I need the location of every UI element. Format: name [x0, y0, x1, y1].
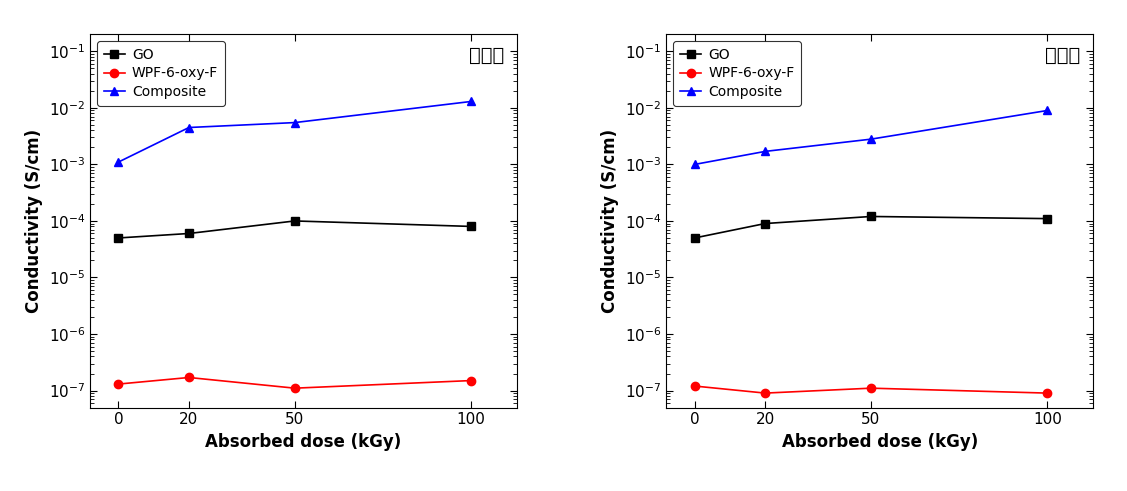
- Composite: [687, 162, 701, 167]
- Composite: [1040, 108, 1054, 113]
- Line: WPF-6-oxy-F: WPF-6-oxy-F: [114, 373, 476, 392]
- WPF-6-oxy-F: [464, 378, 478, 383]
- X-axis label: Absorbed dose (kGy): Absorbed dose (kGy): [205, 433, 401, 451]
- Composite: [289, 120, 302, 126]
- WPF-6-oxy-F: [1040, 390, 1054, 396]
- Composite: [183, 125, 196, 131]
- Composite: [864, 136, 878, 142]
- GO: [112, 235, 125, 241]
- Composite: [464, 99, 478, 105]
- Legend: GO, WPF-6-oxy-F, Composite: GO, WPF-6-oxy-F, Composite: [97, 41, 225, 106]
- WPF-6-oxy-F: [112, 381, 125, 387]
- Y-axis label: Conductivity (S/cm): Conductivity (S/cm): [25, 129, 43, 313]
- Line: WPF-6-oxy-F: WPF-6-oxy-F: [691, 382, 1051, 397]
- GO: [1040, 216, 1054, 221]
- Composite: [112, 159, 125, 165]
- GO: [687, 235, 701, 241]
- GO: [289, 218, 302, 224]
- WPF-6-oxy-F: [758, 390, 772, 396]
- GO: [464, 223, 478, 229]
- WPF-6-oxy-F: [183, 375, 196, 381]
- Text: 감마선: 감마선: [1045, 46, 1081, 64]
- Line: GO: GO: [691, 212, 1051, 242]
- Y-axis label: Conductivity (S/cm): Conductivity (S/cm): [602, 129, 620, 313]
- WPF-6-oxy-F: [289, 385, 302, 391]
- Line: Composite: Composite: [114, 97, 476, 166]
- WPF-6-oxy-F: [687, 383, 701, 389]
- X-axis label: Absorbed dose (kGy): Absorbed dose (kGy): [782, 433, 978, 451]
- Text: 전자선: 전자선: [469, 46, 504, 64]
- GO: [183, 231, 196, 237]
- Line: GO: GO: [114, 217, 476, 242]
- WPF-6-oxy-F: [864, 385, 878, 391]
- GO: [864, 214, 878, 219]
- Line: Composite: Composite: [691, 107, 1051, 168]
- GO: [758, 220, 772, 226]
- Legend: GO, WPF-6-oxy-F, Composite: GO, WPF-6-oxy-F, Composite: [673, 41, 801, 106]
- Composite: [758, 148, 772, 154]
